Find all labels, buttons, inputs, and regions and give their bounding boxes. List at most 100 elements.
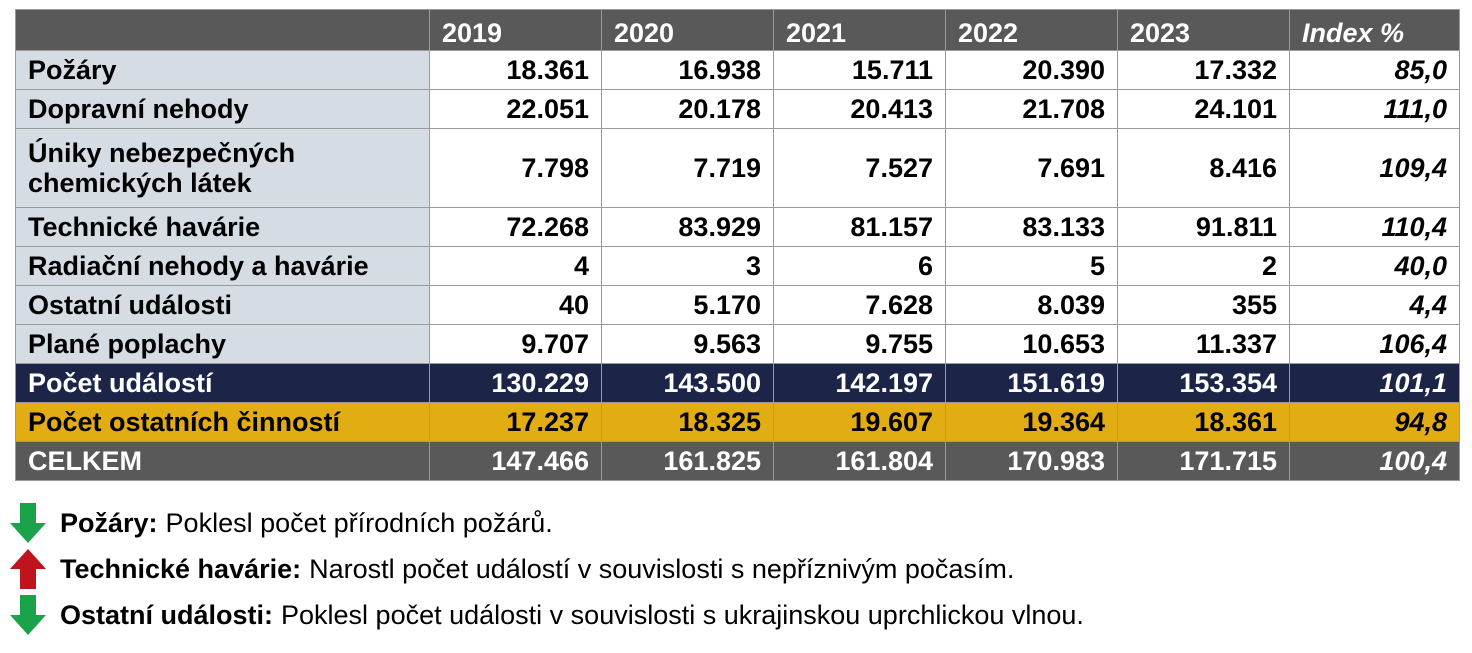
- cell-index: 40,0: [1289, 246, 1460, 286]
- row-label: Ostatní události: [15, 285, 430, 325]
- header-2020: 2020: [601, 9, 774, 51]
- cell-value: 5.170: [601, 285, 774, 325]
- header-row: 2019 2020 2021 2022 2023 Index %: [15, 9, 1460, 51]
- note-key: Ostatní události:: [60, 599, 274, 630]
- cell-value: 83.133: [945, 207, 1118, 247]
- header-2023: 2023: [1117, 9, 1290, 51]
- cell-value: 7.691: [945, 128, 1118, 208]
- total-events-row: Počet událostí 130.229 143.500 142.197 1…: [15, 363, 1460, 403]
- header-blank: [15, 9, 430, 51]
- cell-value: 8.416: [1117, 128, 1290, 208]
- cell-value: 8.039: [945, 285, 1118, 325]
- cell-value: 147.466: [429, 441, 602, 481]
- cell-index: 106,4: [1289, 324, 1460, 364]
- arrow-down-icon: [10, 595, 46, 635]
- cell-index: 111,0: [1289, 89, 1460, 129]
- table-row: Dopravní nehody 22.051 20.178 20.413 21.…: [15, 89, 1460, 129]
- cell-value: 161.804: [773, 441, 946, 481]
- cell-index: 109,4: [1289, 128, 1460, 208]
- cell-value: 161.825: [601, 441, 774, 481]
- note-text: Narostl počet událostí v souvislosti s n…: [309, 553, 1015, 584]
- cell-value: 10.653: [945, 324, 1118, 364]
- cell-value: 7.628: [773, 285, 946, 325]
- cell-value: 143.500: [601, 363, 774, 403]
- row-label: Dopravní nehody: [15, 89, 430, 129]
- cell-value: 24.101: [1117, 89, 1290, 129]
- table-row: Radiační nehody a havárie 4 3 6 5 2 40,0: [15, 246, 1460, 286]
- cell-value: 16.938: [601, 50, 774, 90]
- cell-value: 151.619: [945, 363, 1118, 403]
- cell-value: 17.332: [1117, 50, 1290, 90]
- cell-value: 15.711: [773, 50, 946, 90]
- table-row: Plané poplachy 9.707 9.563 9.755 10.653 …: [15, 324, 1460, 364]
- cell-value: 18.325: [601, 402, 774, 442]
- row-label: CELKEM: [15, 441, 430, 481]
- notes-list: Požáry: Poklesl počet přírodních požárů.…: [10, 500, 1084, 638]
- header-index: Index %: [1289, 9, 1460, 51]
- table-row: Technické havárie 72.268 83.929 81.157 8…: [15, 207, 1460, 247]
- cell-value: 19.364: [945, 402, 1118, 442]
- row-label: Technické havárie: [15, 207, 430, 247]
- table-row: Ostatní události 40 5.170 7.628 8.039 35…: [15, 285, 1460, 325]
- cell-index: 85,0: [1289, 50, 1460, 90]
- cell-value: 91.811: [1117, 207, 1290, 247]
- cell-value: 83.929: [601, 207, 774, 247]
- cell-value: 3: [601, 246, 774, 286]
- note-text: Poklesl počet události v souvislosti s u…: [281, 599, 1084, 630]
- row-label: Úniky nebezpečných chemických látek: [15, 128, 430, 208]
- header-2021: 2021: [773, 9, 946, 51]
- cell-value: 7.798: [429, 128, 602, 208]
- note-key: Technické havárie:: [60, 553, 302, 584]
- cell-value: 19.607: [773, 402, 946, 442]
- cell-index: 100,4: [1289, 441, 1460, 481]
- other-activities-row: Počet ostatních činností 17.237 18.325 1…: [15, 402, 1460, 442]
- cell-value: 81.157: [773, 207, 946, 247]
- cell-index: 101,1: [1289, 363, 1460, 403]
- note-text: Poklesl počet přírodních požárů.: [165, 507, 553, 538]
- table-row: Požáry 18.361 16.938 15.711 20.390 17.33…: [15, 50, 1460, 90]
- cell-value: 142.197: [773, 363, 946, 403]
- row-label: Radiační nehody a havárie: [15, 246, 430, 286]
- cell-value: 20.413: [773, 89, 946, 129]
- cell-value: 9.563: [601, 324, 774, 364]
- cell-value: 20.390: [945, 50, 1118, 90]
- grand-total-row: CELKEM 147.466 161.825 161.804 170.983 1…: [15, 441, 1460, 481]
- cell-value: 20.178: [601, 89, 774, 129]
- cell-value: 22.051: [429, 89, 602, 129]
- cell-value: 6: [773, 246, 946, 286]
- cell-value: 355: [1117, 285, 1290, 325]
- cell-value: 40: [429, 285, 602, 325]
- note-item: Technické havárie: Narostl počet událost…: [10, 546, 1084, 592]
- cell-index: 4,4: [1289, 285, 1460, 325]
- cell-index: 94,8: [1289, 402, 1460, 442]
- cell-value: 18.361: [1117, 402, 1290, 442]
- cell-value: 171.715: [1117, 441, 1290, 481]
- cell-value: 17.237: [429, 402, 602, 442]
- arrow-down-icon: [10, 503, 46, 543]
- note-item: Ostatní události: Poklesl počet události…: [10, 592, 1084, 638]
- cell-value: 21.708: [945, 89, 1118, 129]
- cell-value: 9.707: [429, 324, 602, 364]
- cell-index: 110,4: [1289, 207, 1460, 247]
- arrow-up-icon: [10, 549, 46, 589]
- cell-value: 11.337: [1117, 324, 1290, 364]
- cell-value: 18.361: [429, 50, 602, 90]
- cell-value: 2: [1117, 246, 1290, 286]
- note-item: Požáry: Poklesl počet přírodních požárů.: [10, 500, 1084, 546]
- cell-value: 7.719: [601, 128, 774, 208]
- statistics-table: 2019 2020 2021 2022 2023 Index % Požáry …: [15, 9, 1460, 481]
- header-2019: 2019: [429, 9, 602, 51]
- row-label: Požáry: [15, 50, 430, 90]
- cell-value: 9.755: [773, 324, 946, 364]
- row-label: Počet ostatních činností: [15, 402, 430, 442]
- row-label: Počet událostí: [15, 363, 430, 403]
- cell-value: 153.354: [1117, 363, 1290, 403]
- row-label: Plané poplachy: [15, 324, 430, 364]
- table-row: Úniky nebezpečných chemických látek 7.79…: [15, 128, 1460, 208]
- cell-value: 7.527: [773, 128, 946, 208]
- cell-value: 130.229: [429, 363, 602, 403]
- cell-value: 5: [945, 246, 1118, 286]
- cell-value: 4: [429, 246, 602, 286]
- note-key: Požáry:: [60, 507, 158, 538]
- cell-value: 72.268: [429, 207, 602, 247]
